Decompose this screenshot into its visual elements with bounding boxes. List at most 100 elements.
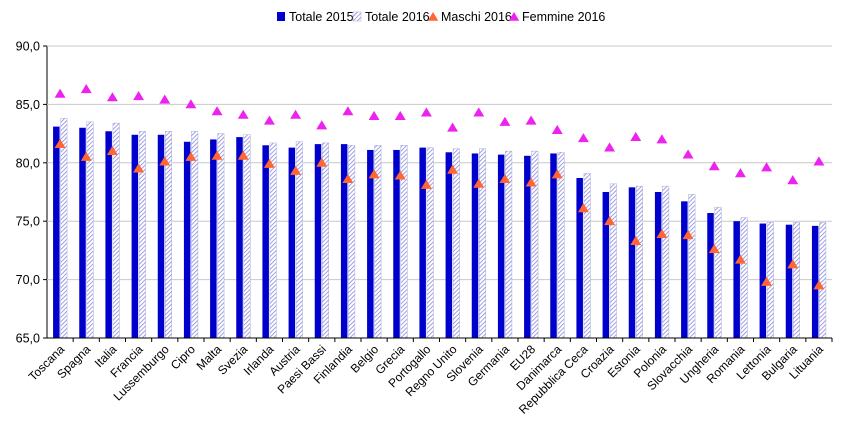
y-tick-label: 75,0 bbox=[16, 215, 40, 229]
marker-maschi-2016 bbox=[630, 235, 642, 245]
bar-totale-2016 bbox=[688, 194, 696, 339]
bar-totale-2015 bbox=[550, 153, 557, 338]
bar-totale-2015 bbox=[497, 154, 505, 338]
legend-label-maschi-2016: Maschi 2016 bbox=[441, 10, 512, 24]
bar-totale-2015 bbox=[367, 149, 374, 338]
marker-femmine-2016 bbox=[473, 107, 485, 117]
marker-maschi-2016 bbox=[185, 151, 197, 161]
marker-maschi-2016 bbox=[237, 150, 249, 160]
marker-femmine-2016 bbox=[185, 99, 197, 109]
marker-maschi-2016 bbox=[133, 163, 145, 173]
bar-totale-2015 bbox=[79, 127, 86, 338]
marker-femmine-2016 bbox=[394, 110, 406, 120]
marker-maschi-2016 bbox=[106, 145, 118, 156]
marker-femmine-2016 bbox=[342, 106, 354, 116]
marker-maschi-2016 bbox=[263, 158, 275, 168]
marker-femmine-2016 bbox=[316, 120, 328, 130]
marker-femmine-2016 bbox=[368, 110, 380, 120]
y-axis: 65,0 70,0 75,0 80,0 85,0 90,0 bbox=[16, 40, 48, 346]
marker-maschi-2016 bbox=[577, 203, 589, 213]
marker-maschi-2016 bbox=[761, 276, 773, 286]
bar-totale-2016 bbox=[191, 131, 199, 339]
marker-femmine-2016 bbox=[551, 124, 563, 134]
bar-totale-2016 bbox=[636, 185, 643, 339]
marker-femmine-2016 bbox=[211, 106, 223, 116]
marker-femmine-2016 bbox=[80, 84, 92, 94]
bar-totale-2015 bbox=[785, 224, 793, 338]
bar-totale-2015 bbox=[183, 141, 191, 338]
bar-totale-2016 bbox=[426, 147, 434, 339]
marker-femmine-2016 bbox=[133, 91, 145, 101]
marker-maschi-2016 bbox=[813, 280, 825, 290]
bar-totale-2015 bbox=[210, 139, 217, 338]
marker-maschi-2016 bbox=[342, 173, 354, 184]
marker-maschi-2016 bbox=[54, 138, 66, 149]
marker-femmine-2016 bbox=[237, 109, 249, 119]
legend-label-totale-2016: Totale 2016 bbox=[365, 10, 430, 24]
marker-femmine-2016 bbox=[159, 94, 171, 104]
y-tick-label: 90,0 bbox=[16, 40, 40, 54]
marker-femmine-2016 bbox=[604, 142, 616, 152]
bar-totale-2015 bbox=[681, 201, 688, 338]
bar-totale-2015 bbox=[654, 192, 662, 338]
bar-totale-2015 bbox=[53, 126, 60, 338]
bar-totale-2016 bbox=[322, 142, 329, 339]
marker-femmine-2016 bbox=[499, 116, 511, 126]
marker-femmine-2016 bbox=[447, 122, 459, 132]
marker-femmine-2016 bbox=[761, 162, 773, 172]
marker-maschi-2016 bbox=[499, 173, 511, 184]
marker-maschi-2016 bbox=[316, 157, 328, 167]
bar-totale-2016 bbox=[819, 222, 827, 339]
marker-maschi-2016 bbox=[787, 259, 799, 269]
marker-femmine-2016 bbox=[708, 161, 720, 171]
bar-totale-2015 bbox=[105, 131, 112, 338]
legend-swatch-maschi-2016 bbox=[427, 12, 439, 21]
marker-femmine-2016 bbox=[787, 175, 799, 185]
marker-femmine-2016 bbox=[813, 156, 825, 166]
bar-totale-2016 bbox=[557, 152, 565, 339]
marker-maschi-2016 bbox=[368, 169, 380, 179]
legend-swatch-totale-2015 bbox=[277, 12, 285, 21]
marker-femmine-2016 bbox=[54, 88, 66, 98]
bar-totale-2015 bbox=[393, 149, 400, 338]
bar-totale-2016 bbox=[609, 183, 617, 339]
bar-totale-2015 bbox=[157, 134, 165, 338]
bar-totale-2015 bbox=[445, 152, 453, 338]
marker-maschi-2016 bbox=[159, 156, 171, 166]
legend-swatch-totale-2016 bbox=[352, 11, 362, 22]
marker-maschi-2016 bbox=[734, 254, 746, 264]
bar-totale-2015 bbox=[262, 145, 269, 338]
marker-maschi-2016 bbox=[682, 230, 694, 240]
marker-femmine-2016 bbox=[577, 133, 589, 143]
bar-totale-2016 bbox=[138, 131, 146, 339]
marker-maschi-2016 bbox=[420, 179, 432, 189]
plot-area bbox=[47, 45, 832, 339]
bar-totale-2016 bbox=[269, 142, 277, 339]
bar-totale-2016 bbox=[740, 217, 748, 339]
legend-label-femmine-2016: Femmine 2016 bbox=[522, 10, 605, 24]
marker-maschi-2016 bbox=[290, 165, 302, 175]
marker-femmine-2016 bbox=[290, 109, 302, 119]
bar-totale-2016 bbox=[452, 148, 460, 339]
x-tick-label: Cipro bbox=[168, 342, 198, 372]
bar-totale-2015 bbox=[131, 134, 139, 338]
bar-totale-2016 bbox=[217, 133, 225, 339]
marker-femmine-2016 bbox=[682, 149, 694, 159]
bar-totale-2015 bbox=[419, 147, 426, 338]
legend: Totale 2015 Totale 2016 Maschi 2016 Femmine… bbox=[277, 10, 605, 24]
bar-totale-2015 bbox=[471, 153, 479, 338]
bar-totale-2016 bbox=[714, 206, 722, 339]
bar-totale-2016 bbox=[60, 118, 68, 339]
bar-totale-2015 bbox=[288, 147, 296, 338]
marker-femmine-2016 bbox=[263, 115, 275, 125]
bar-totale-2016 bbox=[662, 185, 670, 339]
bar-totale-2015 bbox=[576, 177, 583, 338]
bar-totale-2015 bbox=[811, 225, 819, 338]
bar-totale-2016 bbox=[583, 173, 591, 339]
bar-totale-2015 bbox=[759, 223, 767, 338]
y-tick-label: 85,0 bbox=[16, 98, 40, 112]
marker-maschi-2016 bbox=[211, 150, 223, 160]
bar-totale-2016 bbox=[479, 148, 486, 339]
